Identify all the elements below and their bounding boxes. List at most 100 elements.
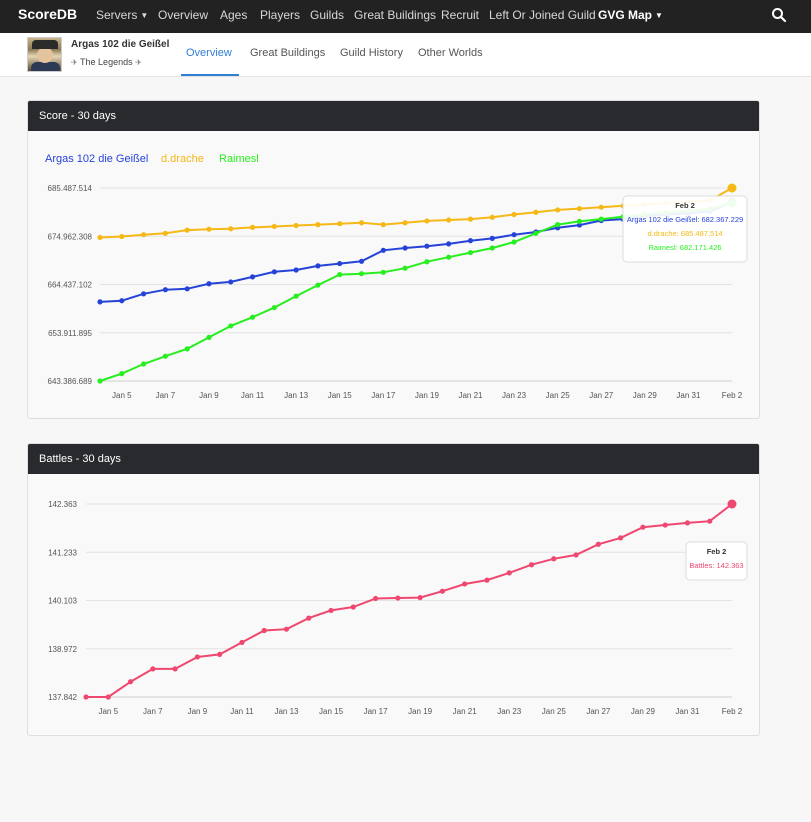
data-point <box>140 232 147 238</box>
x-tick-label: Jan 17 <box>364 707 389 716</box>
x-tick-label: Jan 19 <box>415 391 440 400</box>
data-point <box>358 220 365 226</box>
data-point <box>618 535 624 541</box>
nav-recruit[interactable]: Recruit <box>441 8 480 22</box>
tooltip-box <box>685 541 748 581</box>
data-point <box>172 666 178 672</box>
data-point <box>372 595 379 602</box>
data-point <box>249 274 256 280</box>
tab-other-worlds[interactable]: Other Worlds <box>418 47 483 59</box>
data-point <box>249 314 256 320</box>
x-tick-label: Jan 29 <box>631 707 656 716</box>
data-point <box>511 211 517 218</box>
data-point <box>511 232 517 238</box>
tooltip-line: Raimesl: 682.171.426 <box>649 243 722 252</box>
data-point <box>162 230 168 236</box>
data-point <box>446 217 452 223</box>
data-point <box>162 353 168 359</box>
search-icon[interactable] <box>771 7 787 23</box>
x-tick-label: Jan 13 <box>284 391 309 400</box>
x-tick-label: Jan 31 <box>675 707 700 716</box>
nav-players[interactable]: Players <box>260 8 301 22</box>
y-tick-label: 141.233 <box>48 548 77 557</box>
caret-down-icon: ▼ <box>140 11 149 20</box>
data-point <box>555 207 561 213</box>
data-point <box>424 218 430 224</box>
nav-overview[interactable]: Overview <box>158 8 209 22</box>
nav-gvg-map[interactable]: GVG Map ▼ <box>598 8 663 22</box>
score-panel: Score - 30 days Argas 102 die Geißel d.dr… <box>27 100 760 419</box>
data-point <box>489 214 495 220</box>
nav-guilds[interactable]: Guilds <box>310 8 345 22</box>
score-panel-header: Score - 30 days <box>28 101 759 131</box>
x-tick-label: Jan 21 <box>453 707 478 716</box>
data-point <box>489 245 495 251</box>
tab-guild-history[interactable]: Guild History <box>340 47 403 59</box>
nav-great-buildings[interactable]: Great Buildings <box>354 8 437 22</box>
player-name: Argas 102 die Geißel <box>71 39 170 50</box>
data-point <box>576 218 583 225</box>
data-point <box>119 371 125 377</box>
nav-servers-label: Servers <box>96 8 138 22</box>
y-tick-label: 643.386.689 <box>48 377 93 386</box>
data-point <box>184 346 190 352</box>
data-point <box>293 267 299 273</box>
data-point <box>228 279 234 285</box>
data-point <box>350 604 356 610</box>
x-tick-label: Jan 23 <box>502 391 527 400</box>
battles-panel: Battles - 30 days 142.363 141.233 140.103 1… <box>27 443 760 736</box>
data-point <box>380 269 386 275</box>
data-point <box>293 222 299 229</box>
x-tick-label: Jan 25 <box>542 707 567 716</box>
y-tick-label: 653.911.895 <box>48 329 92 338</box>
data-point <box>424 259 430 265</box>
legend-item: d.drache <box>161 153 204 165</box>
nav-servers[interactable]: Servers ▼ <box>96 8 148 22</box>
data-point <box>315 282 321 288</box>
nav-ages[interactable]: Ages <box>220 8 248 22</box>
tooltip-title: Feb 2 <box>707 547 727 556</box>
data-point <box>506 570 512 576</box>
x-tick-label: Jan 31 <box>676 391 701 400</box>
active-tab-indicator <box>181 74 239 76</box>
data-point <box>337 260 343 267</box>
tab-overview[interactable]: Overview <box>186 47 232 59</box>
data-point <box>533 209 539 215</box>
x-tick-label: Jan 7 <box>143 707 163 716</box>
data-point <box>140 291 147 297</box>
data-point <box>97 378 103 384</box>
x-tick-label: Jan 11 <box>241 391 265 400</box>
data-point <box>446 254 452 260</box>
guild-link[interactable]: ✈ The Legends ✈ <box>71 57 142 67</box>
data-point <box>598 216 604 222</box>
wing-icon: ✈ <box>71 58 78 67</box>
data-point <box>417 595 423 601</box>
top-navbar: ScoreDB Servers ▼ Overview Ages Players G… <box>0 0 811 33</box>
data-point <box>140 361 147 367</box>
x-tick-label: Jan 27 <box>586 707 611 716</box>
data-point <box>261 627 267 634</box>
data-point <box>576 222 583 228</box>
data-point <box>598 204 604 210</box>
data-point <box>576 205 583 212</box>
legend-item: Argas 102 die Geißel <box>45 153 148 165</box>
data-point <box>595 541 601 547</box>
data-point <box>662 522 668 528</box>
tooltip-box <box>622 195 748 263</box>
brand-logo[interactable]: ScoreDB <box>18 6 78 22</box>
data-point <box>249 224 256 230</box>
guild-name: The Legends <box>80 57 133 67</box>
data-point <box>640 524 646 530</box>
nav-left-or-joined-guild[interactable]: Left Or Joined Guild <box>489 8 596 22</box>
caret-down-icon: ▼ <box>655 11 663 20</box>
tab-great-buildings[interactable]: Great Buildings <box>250 47 326 59</box>
data-point <box>511 239 517 245</box>
data-point <box>239 639 245 646</box>
score-panel-title: Score - 30 days <box>39 110 117 122</box>
data-point <box>83 694 89 700</box>
data-point <box>424 243 430 249</box>
data-point <box>551 556 557 562</box>
data-point <box>467 238 474 244</box>
x-tick-label: Jan 15 <box>319 707 344 716</box>
x-tick-label: Feb 2 <box>722 707 743 716</box>
